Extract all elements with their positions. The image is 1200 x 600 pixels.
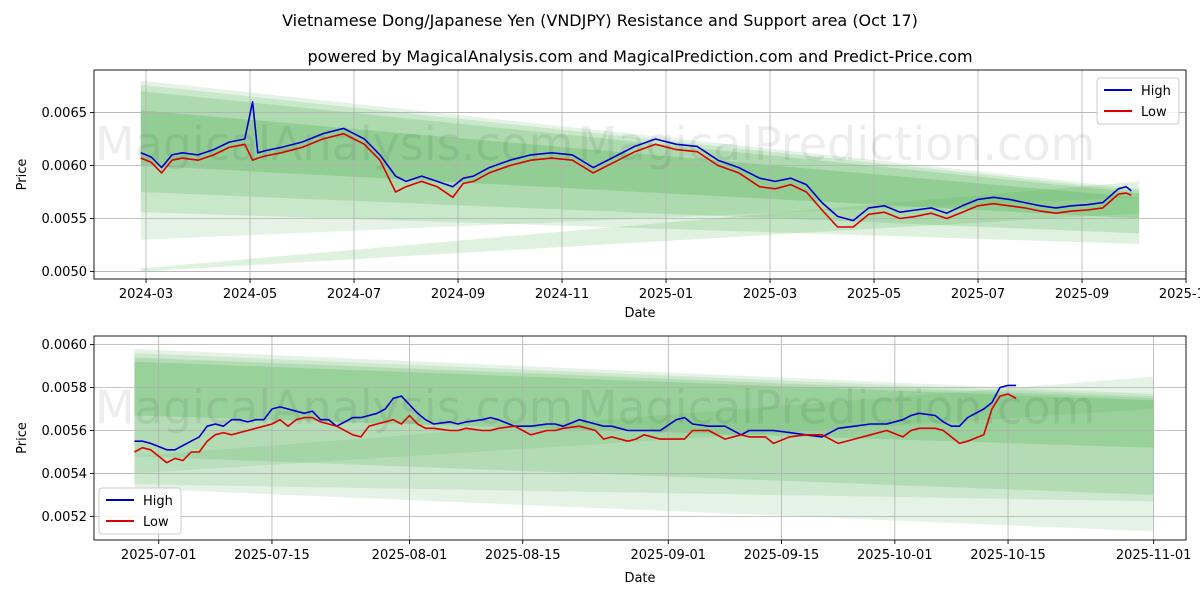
x-tick-label-8: 2025-11-01 (1116, 548, 1192, 563)
plot-area (94, 336, 1186, 540)
y-tick-label-3: 0.0058 (42, 381, 88, 396)
band-4 (140, 181, 1140, 272)
x-tick-label-1: 2024-05 (223, 287, 277, 302)
bottom-chart: MagicalAnalysis.com MagicalPrediction.com… (15, 335, 1192, 586)
y-tick-label-1: 0.0055 (42, 212, 88, 227)
y-axis-label: Price (15, 422, 30, 454)
y-tick-label-0: 0.0052 (42, 510, 88, 525)
series-low-line (134, 393, 1017, 464)
y-tick-label-0: 0.0050 (42, 265, 88, 280)
x-tick-label-1: 2025-07-15 (234, 548, 310, 563)
band-4 (134, 376, 1154, 474)
x-axis-label: Date (624, 571, 655, 586)
band-1 (140, 84, 1140, 244)
series-low-line (140, 132, 1132, 228)
band-0 (134, 348, 1154, 502)
x-tick-label-7: 2025-10-15 (970, 548, 1046, 563)
band-1 (134, 353, 1154, 532)
x-tick-label-7: 2025-05 (847, 287, 901, 302)
y-tick-label-3: 0.0065 (42, 106, 88, 121)
watermark-right: MagicalPrediction.com (578, 117, 1096, 171)
y-axis-label: Price (15, 159, 30, 191)
legend-label-low: Low (143, 515, 169, 530)
y-tick-label-2: 0.0056 (42, 424, 88, 439)
plot-layer: MagicalAnalysis.com MagicalPrediction.com (94, 336, 1186, 540)
y-tick-label-1: 0.0054 (42, 467, 88, 482)
band-3 (134, 361, 1154, 448)
top-chart: MagicalAnalysis.com MagicalPrediction.com… (15, 69, 1200, 321)
x-tick-label-6: 2025-03 (743, 287, 797, 302)
y-tick-label-4: 0.0060 (42, 338, 88, 353)
watermark-right: MagicalPrediction.com (578, 381, 1096, 435)
x-tick-label-4: 2025-09-01 (631, 548, 707, 563)
x-tick-label-2: 2024-07 (327, 287, 381, 302)
x-tick-label-6: 2025-10-01 (857, 548, 933, 563)
legend-label-low: Low (1141, 105, 1167, 120)
x-tick-label-8: 2025-07 (951, 287, 1005, 302)
watermark-left: MagicalAnalysis.com (95, 381, 574, 435)
band-2 (140, 91, 1140, 234)
legend: High Low (98, 487, 182, 535)
x-tick-label-5: 2025-09-15 (744, 548, 820, 563)
plot-area (94, 70, 1186, 279)
band-3 (140, 110, 1140, 219)
legend-label-high: High (1141, 84, 1171, 99)
watermark-left: MagicalAnalysis.com (95, 117, 574, 171)
x-tick-label-3: 2024-09 (431, 287, 485, 302)
x-tick-label-10: 2025-11 (1159, 287, 1200, 302)
x-tick-label-3: 2025-08-15 (485, 548, 561, 563)
y-tick-label-2: 0.0060 (42, 159, 88, 174)
legend-label-high: High (143, 494, 173, 509)
x-tick-label-0: 2024-03 (119, 287, 173, 302)
x-tick-label-9: 2025-09 (1055, 287, 1109, 302)
axes-frame (93, 69, 1187, 280)
x-tick-label-2: 2025-08-01 (372, 548, 448, 563)
band-2 (134, 357, 1154, 495)
x-tick-label-4: 2024-11 (535, 287, 589, 302)
chart-title: Vietnamese Dong/Japanese Yen (VNDJPY) Re… (282, 11, 918, 30)
plot-layer: MagicalAnalysis.com MagicalPrediction.com (94, 70, 1186, 279)
x-tick-label-5: 2025-01 (639, 287, 693, 302)
x-axis-label: Date (624, 306, 655, 321)
chart-subtitle: powered by MagicalAnalysis.com and Magic… (307, 47, 972, 66)
series-high-line (140, 101, 1132, 222)
axes-frame (93, 335, 1187, 541)
band-0 (140, 80, 1140, 240)
x-tick-label-0: 2025-07-01 (121, 548, 197, 563)
legend: High Low (1096, 77, 1180, 125)
